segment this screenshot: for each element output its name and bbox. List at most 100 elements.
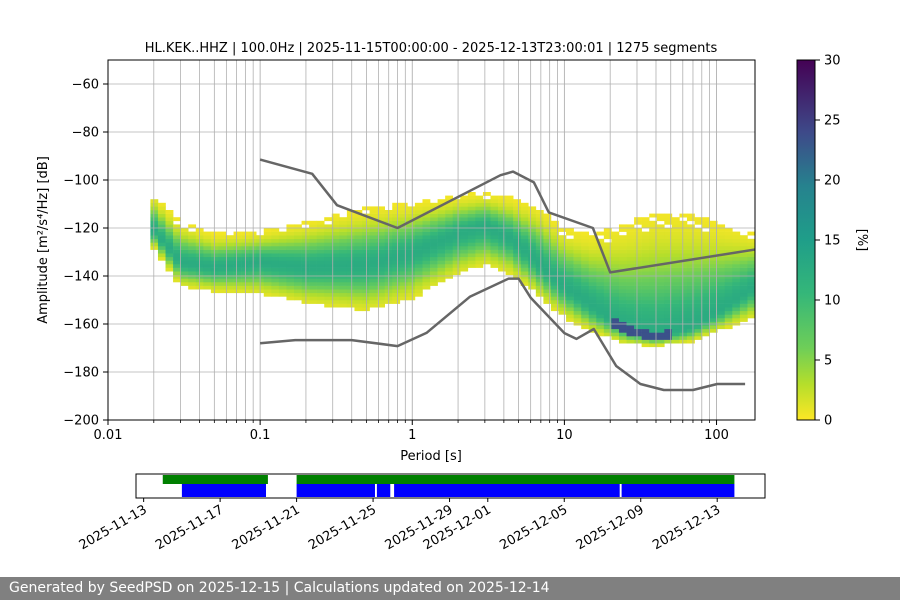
heatmap-cell bbox=[618, 249, 627, 254]
heatmap-cell bbox=[686, 307, 695, 312]
heatmap-cell bbox=[165, 217, 174, 222]
heatmap-cell bbox=[399, 267, 408, 272]
heatmap-cell bbox=[437, 238, 446, 243]
heatmap-cell bbox=[664, 336, 673, 340]
heatmap-cell bbox=[671, 249, 680, 254]
heatmap-cell bbox=[709, 271, 718, 276]
heatmap-cell bbox=[739, 242, 748, 247]
heatmap-cell bbox=[717, 271, 726, 276]
heatmap-cell bbox=[430, 267, 438, 272]
heatmap-cell bbox=[452, 249, 461, 254]
heatmap-cell bbox=[362, 256, 370, 261]
heatmap-cell bbox=[339, 282, 348, 286]
heatmap-cell bbox=[452, 231, 461, 236]
heatmap-cell bbox=[157, 228, 166, 232]
heatmap-cell bbox=[278, 264, 287, 268]
heatmap-cell bbox=[535, 242, 544, 247]
heatmap-cell bbox=[596, 307, 605, 312]
heatmap-cell bbox=[686, 332, 695, 337]
heatmap-cell bbox=[702, 249, 710, 254]
heatmap-cell bbox=[603, 332, 612, 337]
y-tick-label: −160 bbox=[63, 318, 99, 333]
heatmap-cell bbox=[505, 235, 514, 240]
heatmap-cell bbox=[603, 289, 612, 294]
heatmap-cell bbox=[618, 318, 627, 322]
heatmap-cell bbox=[603, 310, 612, 315]
heatmap-cell bbox=[490, 199, 499, 204]
heatmap-cell bbox=[724, 282, 733, 286]
heatmap-cell bbox=[671, 292, 680, 297]
heatmap-cell bbox=[233, 253, 242, 258]
heatmap-cell bbox=[618, 303, 627, 308]
heatmap-cell bbox=[724, 238, 733, 243]
heatmap-cell bbox=[732, 289, 741, 294]
heatmap-cell bbox=[301, 242, 310, 247]
heatmap-cell bbox=[452, 213, 461, 218]
heatmap-cell bbox=[301, 296, 310, 301]
heatmap-cell bbox=[180, 238, 189, 243]
heatmap-cell bbox=[603, 300, 612, 304]
heatmap-cell bbox=[513, 260, 522, 265]
heatmap-cell bbox=[369, 253, 378, 258]
heatmap-cell bbox=[626, 246, 635, 250]
heatmap-cell bbox=[414, 292, 423, 297]
heatmap-cell bbox=[173, 217, 181, 222]
heatmap-cell bbox=[611, 328, 620, 333]
heatmap-cell bbox=[460, 235, 469, 240]
heatmap-cell bbox=[180, 274, 189, 279]
heatmap-cell bbox=[664, 256, 673, 261]
heatmap-cell bbox=[490, 224, 499, 229]
heatmap-cell bbox=[702, 238, 710, 243]
heatmap-cell bbox=[679, 325, 688, 330]
heatmap-cell bbox=[626, 332, 635, 337]
heatmap-cell bbox=[392, 267, 401, 272]
heatmap-cell bbox=[581, 325, 590, 330]
heatmap-cell bbox=[173, 231, 181, 236]
heatmap-cell bbox=[581, 282, 590, 286]
heatmap-cell bbox=[422, 260, 431, 265]
heatmap-cell bbox=[362, 246, 370, 250]
heatmap-cell bbox=[271, 238, 280, 243]
heatmap-cell bbox=[520, 264, 529, 268]
heatmap-cell bbox=[294, 242, 302, 247]
heatmap-cell bbox=[180, 267, 189, 272]
heatmap-cell bbox=[460, 256, 469, 261]
heatmap-cell bbox=[505, 260, 514, 265]
heatmap-cell bbox=[611, 267, 620, 272]
heatmap-cell bbox=[641, 260, 650, 265]
heatmap-cell bbox=[649, 300, 658, 304]
heatmap-cell bbox=[422, 224, 431, 229]
heatmap-cell bbox=[263, 246, 272, 250]
heatmap-cell bbox=[399, 202, 408, 207]
heatmap-cell bbox=[430, 246, 438, 250]
heatmap-cell bbox=[747, 289, 756, 294]
heatmap-cell bbox=[558, 238, 567, 243]
heatmap-cell bbox=[324, 238, 333, 243]
heatmap-cell bbox=[346, 253, 355, 258]
heatmap-cell bbox=[611, 314, 620, 319]
heatmap-cell bbox=[324, 264, 333, 268]
heatmap-cell bbox=[634, 321, 642, 326]
heatmap-cell bbox=[346, 285, 355, 290]
heatmap-cell bbox=[301, 282, 310, 286]
heatmap-cell bbox=[528, 253, 537, 258]
heatmap-cell bbox=[188, 264, 197, 268]
heatmap-cell bbox=[603, 321, 612, 326]
heatmap-cell bbox=[399, 210, 408, 214]
heatmap-cell bbox=[437, 210, 446, 214]
heatmap-cell bbox=[173, 235, 181, 240]
heatmap-cell bbox=[566, 267, 574, 272]
heatmap-cell bbox=[739, 278, 748, 283]
heatmap-cell bbox=[475, 238, 484, 243]
heatmap-cell bbox=[346, 264, 355, 268]
heatmap-cell bbox=[656, 264, 665, 268]
heatmap-cell bbox=[422, 238, 431, 243]
heatmap-cell bbox=[641, 300, 650, 304]
heatmap-cell bbox=[664, 246, 673, 250]
heatmap-cell bbox=[407, 271, 416, 276]
heatmap-cell bbox=[732, 282, 741, 286]
heatmap-cell bbox=[505, 217, 514, 222]
heatmap-cell bbox=[346, 256, 355, 261]
heatmap-cell bbox=[173, 271, 181, 276]
heatmap-cell bbox=[618, 328, 627, 333]
